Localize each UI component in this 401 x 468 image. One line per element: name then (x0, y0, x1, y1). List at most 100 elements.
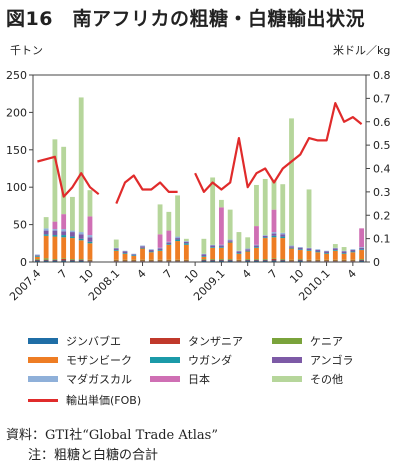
bar-mozambique-30 (297, 250, 303, 260)
bar-tanzania-3 (61, 259, 67, 261)
bar-uganda-31 (306, 250, 312, 251)
bar-angola-25 (254, 245, 259, 248)
bar-mozambique-22 (227, 242, 233, 260)
bar-kenya-9 (113, 259, 119, 261)
bar-kenya-10 (122, 259, 128, 261)
bar-japan-15 (166, 230, 172, 242)
y-right-tick-label-7: 0.7 (373, 92, 391, 105)
bar-tanzania-21 (218, 259, 224, 261)
bar-uganda-11 (131, 255, 137, 257)
y-left-tick-label-5: 250 (6, 69, 27, 82)
bar-madagascar-35 (341, 250, 347, 252)
bar-other-34 (332, 244, 338, 248)
x-tick-label-1: 7 (56, 267, 70, 281)
bar-tanzania-33 (324, 260, 329, 262)
bar-uganda-0 (34, 256, 40, 257)
bar-tanzania-37 (359, 259, 365, 261)
bar-angola-10 (122, 251, 128, 254)
bar-kenya-21 (218, 259, 224, 260)
bar-madagascar-24 (245, 248, 251, 250)
bar-kenya-3 (61, 258, 67, 260)
legend-swatch-price (28, 398, 58, 402)
bar-other-5 (78, 97, 84, 233)
bar-madagascar-34 (332, 247, 338, 249)
bar-kenya-2 (52, 259, 58, 260)
bar-angola-4 (70, 232, 75, 237)
bar-tanzania-2 (52, 259, 58, 261)
bar-angola-23 (236, 251, 242, 254)
bar-madagascar-32 (315, 249, 321, 251)
bar-other-16 (175, 195, 181, 237)
bar-angola-16 (175, 238, 181, 240)
y-left-tick-label-1: 50 (13, 219, 27, 232)
bar-other-9 (113, 239, 119, 248)
bar-zimbabwe-2 (52, 260, 58, 262)
bar-kenya-24 (245, 259, 251, 260)
bar-mozambique-1 (43, 235, 49, 259)
legend-item-zimbabwe: ジンバブエ (28, 333, 121, 349)
bar-tanzania-20 (210, 259, 216, 261)
bar-zimbabwe-30 (297, 260, 303, 262)
bar-zimbabwe-28 (280, 260, 286, 262)
bar-mozambique-4 (70, 238, 75, 260)
bar-kenya-20 (210, 259, 216, 260)
price-line-segment-0 (37, 155, 100, 198)
bar-other-22 (227, 209, 233, 240)
bar-tanzania-0 (34, 259, 40, 261)
bar-tanzania-5 (78, 259, 84, 261)
bar-madagascar-25 (254, 244, 259, 246)
legend-label-zimbabwe: ジンバブエ (66, 335, 121, 348)
bar-angola-9 (113, 248, 119, 251)
bar-kenya-28 (280, 259, 286, 260)
bar-tanzania-32 (315, 260, 321, 262)
bar-mozambique-11 (131, 256, 137, 260)
bar-uganda-25 (254, 247, 259, 248)
bar-uganda-27 (271, 235, 277, 238)
bar-tanzania-22 (227, 259, 233, 261)
bar-tanzania-24 (245, 259, 251, 261)
bar-tanzania-27 (271, 259, 277, 261)
bar-zimbabwe-19 (201, 260, 207, 262)
bar-uganda-28 (280, 236, 286, 239)
bar-mozambique-6 (87, 243, 93, 260)
bar-tanzania-23 (236, 260, 242, 262)
bar-kenya-17 (183, 259, 189, 261)
bar-kenya-12 (140, 259, 145, 261)
legend-swatch-madagascar (28, 376, 58, 382)
bar-uganda-16 (175, 239, 181, 242)
legend-label-tanzania: タンザニア (188, 335, 243, 348)
legend-item-tanzania: タンザニア (150, 333, 243, 349)
bar-madagascar-19 (201, 253, 207, 255)
bar-zimbabwe-25 (254, 260, 259, 262)
bar-kenya-34 (332, 259, 338, 261)
bar-uganda-15 (166, 244, 172, 245)
bar-angola-14 (157, 248, 163, 251)
bar-angola-31 (306, 248, 312, 251)
bar-mozambique-10 (122, 253, 128, 260)
legend-item-japan: 日本 (150, 371, 210, 387)
bar-kenya-25 (254, 259, 259, 260)
bar-madagascar-13 (148, 249, 154, 251)
bar-madagascar-3 (61, 229, 67, 232)
y-right-tick-label-2: 0.2 (373, 209, 391, 222)
bar-mozambique-28 (280, 238, 286, 260)
bar-uganda-19 (201, 256, 207, 257)
bar-kenya-27 (271, 258, 277, 260)
bar-mozambique-26 (262, 238, 268, 260)
x-tick-label-6: 10 (182, 267, 201, 286)
bar-other-28 (280, 184, 286, 233)
y-left-tick-label-4: 200 (6, 106, 27, 119)
legend-swatch-tanzania (150, 338, 180, 344)
legend-swatch-kenya (272, 338, 302, 344)
legend-item-uganda: ウガンダ (150, 352, 232, 368)
bar-uganda-26 (262, 237, 268, 239)
bar-uganda-2 (52, 235, 58, 237)
x-tick-label-9: 7 (266, 267, 280, 281)
legend-label-angola: アンゴラ (310, 354, 354, 367)
x-tick-label-4: 4 (135, 267, 149, 281)
bar-other-4 (70, 196, 75, 231)
bar-mozambique-25 (254, 247, 259, 260)
bar-kenya-0 (34, 259, 40, 260)
bar-kenya-4 (70, 259, 75, 260)
legend-swatch-mozambique (28, 357, 58, 363)
